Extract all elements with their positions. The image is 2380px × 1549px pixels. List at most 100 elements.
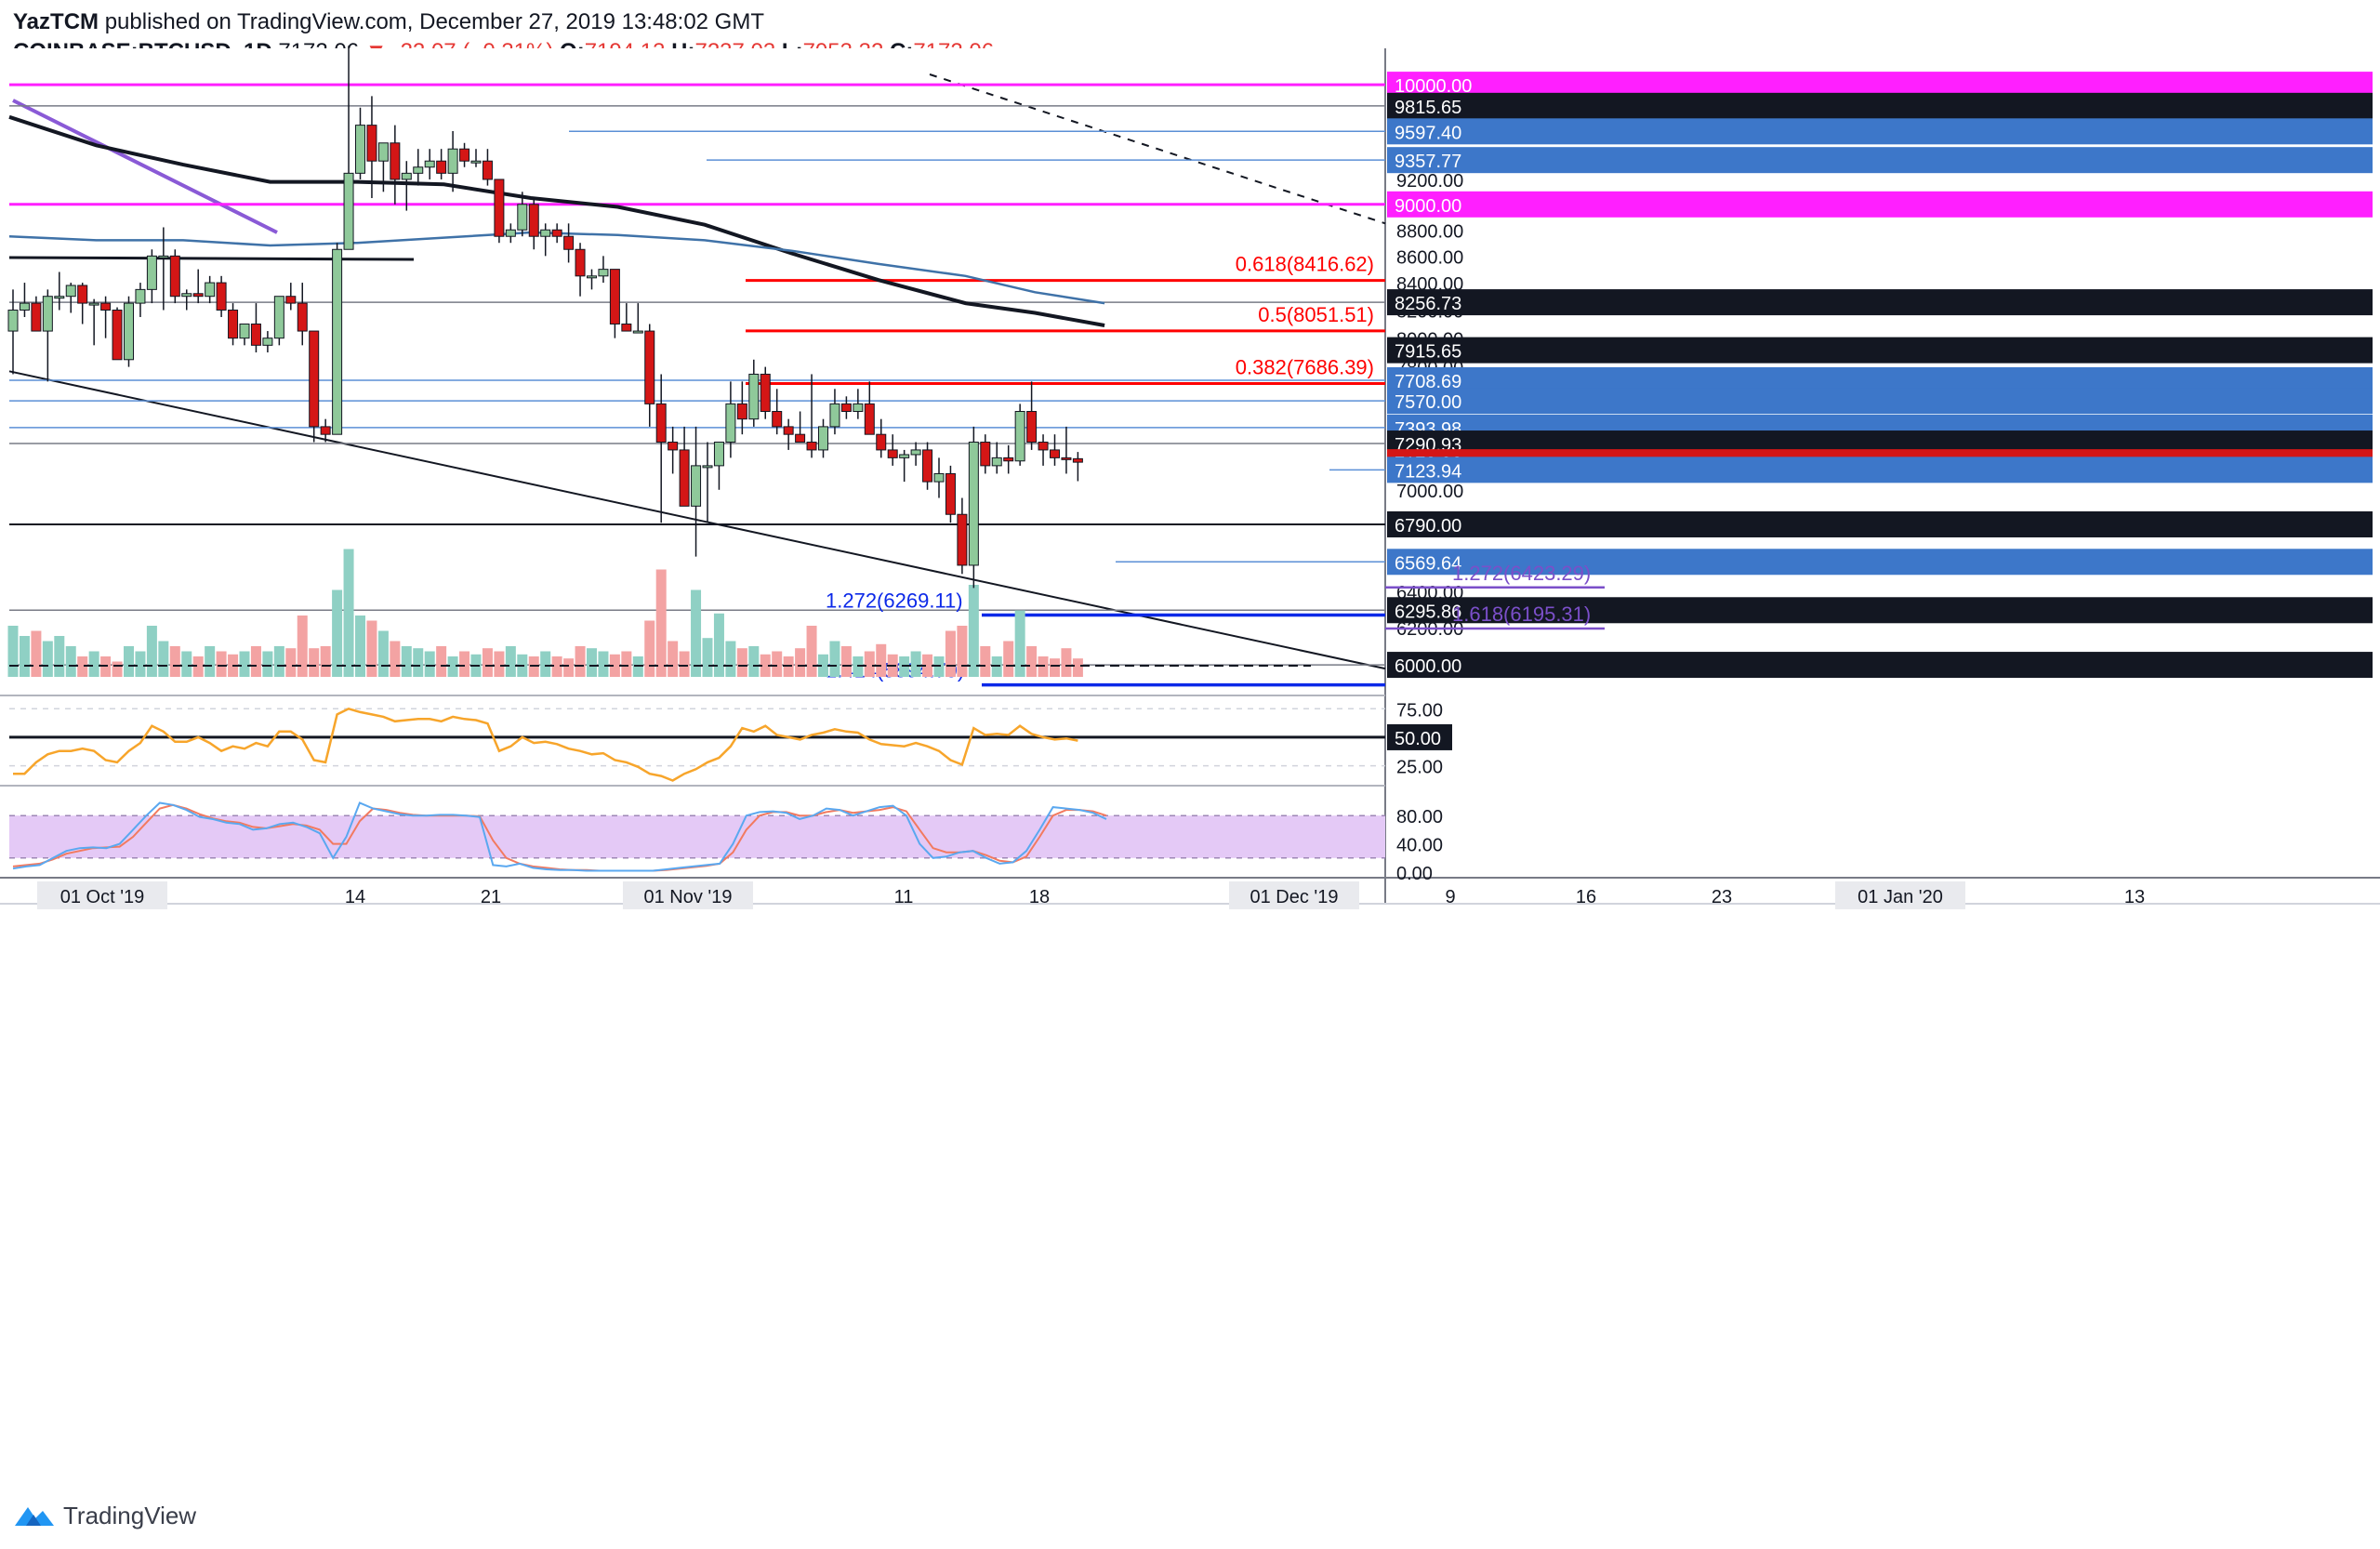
price-level-tag-label: 9357.77 bbox=[1395, 152, 1461, 172]
time-tick-label: 9 bbox=[1445, 887, 1455, 907]
price-level-tag-label: 9815.65 bbox=[1395, 98, 1461, 118]
candle-body bbox=[818, 426, 828, 451]
candle-body bbox=[1038, 442, 1049, 451]
volume-bar bbox=[413, 648, 424, 677]
price-level-tag bbox=[1387, 457, 2373, 483]
candle-body bbox=[309, 330, 320, 428]
volume-bar bbox=[922, 654, 933, 677]
candle-body bbox=[413, 166, 424, 174]
fib-extension-label: 1.618(6195.31) bbox=[1452, 602, 1591, 626]
candle-body bbox=[19, 302, 30, 311]
publisher-name[interactable]: YazTCM bbox=[13, 9, 99, 34]
time-tick-label: 01 Oct '19 bbox=[60, 887, 145, 907]
volume-bar bbox=[668, 641, 679, 677]
volume-bar bbox=[563, 658, 575, 677]
candle-body bbox=[273, 296, 284, 339]
candle-body bbox=[864, 403, 875, 435]
candle-body bbox=[320, 426, 331, 435]
volume-bar bbox=[309, 648, 320, 677]
volume-bar bbox=[551, 656, 562, 677]
rsi-level-tag bbox=[1387, 723, 1452, 750]
candle-body bbox=[736, 403, 747, 420]
candle-body bbox=[957, 513, 968, 566]
volume-bar bbox=[864, 651, 875, 677]
volume-bar bbox=[1061, 648, 1072, 677]
candle-body bbox=[621, 323, 632, 332]
candle-body bbox=[713, 442, 724, 467]
candle-body bbox=[239, 323, 250, 339]
candle-body bbox=[587, 275, 597, 279]
candle-body bbox=[517, 204, 528, 231]
volume-bar bbox=[1072, 658, 1083, 677]
volume-bar bbox=[250, 646, 261, 677]
time-tick-label: 01 Dec '19 bbox=[1250, 887, 1339, 907]
price-level-tag bbox=[1387, 549, 2373, 576]
volume-bar bbox=[205, 646, 216, 677]
volume-bar bbox=[285, 648, 297, 677]
volume-bar bbox=[736, 648, 747, 677]
volume-bar bbox=[818, 654, 828, 677]
price-tick-label: 7000.00 bbox=[1396, 482, 1463, 502]
candle-body bbox=[887, 449, 898, 458]
volume-bar bbox=[945, 630, 956, 677]
candle-body bbox=[7, 310, 19, 332]
price-level-tag-label: 7123.94 bbox=[1395, 461, 1461, 482]
time-tick-box bbox=[1835, 881, 1965, 909]
candle-body bbox=[1061, 457, 1072, 460]
stoch-rsi-tick-label: 80.00 bbox=[1396, 807, 1443, 827]
volume-bar bbox=[459, 651, 470, 677]
time-tick-label: 21 bbox=[481, 887, 501, 907]
candle-body bbox=[551, 229, 562, 237]
volume-bar bbox=[494, 651, 505, 677]
candle-body bbox=[1072, 457, 1083, 463]
price-level-tag bbox=[1387, 289, 2373, 316]
price-tick-label: 9200.00 bbox=[1396, 171, 1463, 192]
candle-body bbox=[991, 457, 1002, 467]
volume-bar bbox=[840, 646, 852, 677]
price-level-tag-label: 6295.86 bbox=[1395, 602, 1461, 622]
price-level-tag-label: 6569.64 bbox=[1395, 553, 1461, 574]
candle-body bbox=[42, 296, 53, 332]
candle-body bbox=[795, 433, 806, 444]
descending-support-trendline bbox=[8, 370, 1386, 670]
volume-bar bbox=[169, 646, 180, 677]
price-level-tag-label: 9597.40 bbox=[1395, 123, 1461, 143]
volume-bar bbox=[377, 630, 389, 677]
time-tick-label: 23 bbox=[1712, 887, 1732, 907]
price-tick-label: 8800.00 bbox=[1396, 221, 1463, 242]
volume-bar bbox=[655, 569, 667, 677]
volume-bar bbox=[876, 643, 887, 677]
volume-bar bbox=[320, 646, 331, 677]
price-level-tag-label: 7915.65 bbox=[1395, 342, 1461, 363]
volume-bar bbox=[598, 651, 609, 677]
price-tick-label: 8600.00 bbox=[1396, 247, 1463, 268]
candle-body bbox=[216, 282, 227, 311]
candle-body bbox=[876, 433, 887, 451]
price-level-tag-label: 8256.73 bbox=[1395, 294, 1461, 314]
volume-bar bbox=[31, 630, 42, 677]
candle-body bbox=[748, 373, 760, 420]
candle-body bbox=[470, 160, 482, 164]
price-level-tag bbox=[1387, 597, 2373, 624]
tradingview-footer[interactable]: TradingView bbox=[13, 1497, 196, 1534]
candle-body bbox=[968, 442, 979, 566]
time-tick-label: 01 Jan '20 bbox=[1858, 887, 1943, 907]
time-tick-label: 18 bbox=[1029, 887, 1050, 907]
candle-body bbox=[655, 403, 667, 444]
candle-body bbox=[540, 229, 551, 237]
volume-bar bbox=[297, 616, 308, 677]
candle-body bbox=[100, 302, 112, 311]
tradingview-brand: TradingView bbox=[63, 1501, 197, 1529]
moving-average-line bbox=[8, 231, 1105, 305]
stoch-rsi-band bbox=[9, 815, 1385, 858]
volume-bar bbox=[192, 656, 204, 677]
time-tick-box bbox=[1229, 881, 1359, 909]
volume-bar bbox=[181, 651, 192, 677]
candle-body bbox=[922, 449, 933, 483]
price-level-tag bbox=[1387, 388, 2373, 415]
candle-body bbox=[262, 338, 273, 346]
time-tick-label: 13 bbox=[2124, 887, 2145, 907]
volume-bar bbox=[829, 641, 840, 677]
volume-bar bbox=[366, 620, 377, 677]
